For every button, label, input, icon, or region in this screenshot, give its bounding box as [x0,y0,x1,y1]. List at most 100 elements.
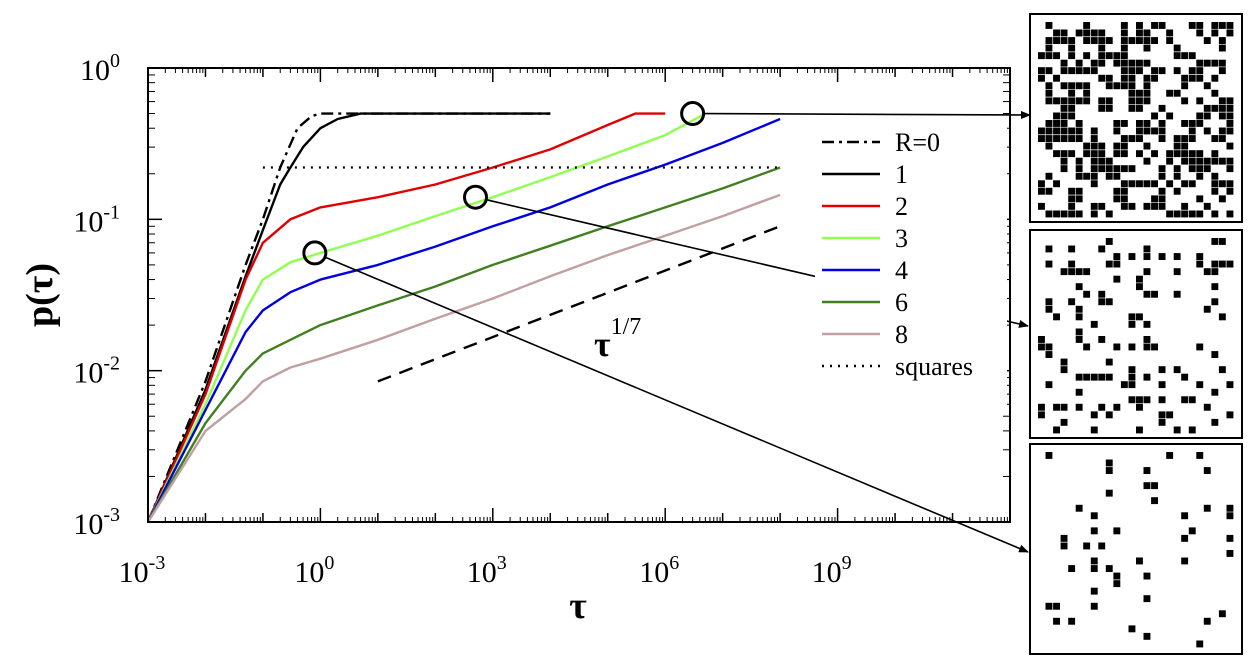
snapshot-cell [1226,127,1234,135]
snapshot-cell [1038,52,1045,60]
snapshot-cell [1120,52,1128,60]
snapshot-cell [1136,557,1143,565]
snapshot-cell [1090,587,1098,595]
snapshot-cell [1060,358,1068,366]
snapshot-cell [1068,202,1076,210]
snapshot-cell [1196,210,1204,218]
snapshot-cell [1060,97,1068,105]
snapshot-cell [1105,172,1113,180]
snapshot-cell [1143,89,1151,97]
plot-frame [147,67,1011,523]
snapshot-cell [1226,120,1234,127]
snapshot-cell [1211,351,1219,358]
snapshot-cell [1038,202,1045,210]
snapshot-cell [1203,617,1211,625]
snapshot-cell [1158,381,1166,389]
snapshot-cell [1075,403,1083,411]
snapshot-cell [1211,29,1219,37]
y-axis-title: p(τ) [19,263,61,327]
snapshot-cell [1075,313,1083,321]
snapshot-cell [1098,290,1106,298]
snapshot-cell [1098,202,1106,210]
snapshot-cell [1090,565,1098,572]
snapshot-cell [1105,104,1113,112]
snapshot-cell [1098,29,1106,37]
snapshot-cell [1158,202,1166,210]
guide-layer: τ1/7 [377,225,781,383]
snapshot-cell [1158,22,1166,29]
snapshot-cell [1173,135,1181,142]
snapshot-cell [1226,187,1234,195]
snapshot-cell [1173,52,1181,60]
snapshot-cell [1181,135,1189,142]
snapshot-cell [1045,142,1053,150]
snapshot-cell [1038,187,1045,195]
snapshot-cell [1143,373,1151,381]
snapshot-cell [1196,195,1204,203]
snapshot-cell [1211,388,1219,396]
snapshot-cell [1128,253,1136,260]
snapshot-cell [1083,172,1091,180]
snapshot-cell [1075,328,1083,336]
snapshot-cell [1151,482,1158,490]
snapshot-cell [1128,381,1136,389]
snapshot-cell [1151,22,1158,29]
snapshot-cell [1113,527,1121,535]
snapshot-cell [1053,127,1060,135]
snapshot-cell [1188,165,1196,173]
snapshot-cell [1196,381,1204,389]
snapshot-cell [1166,89,1174,97]
snapshot-cell [1218,238,1226,245]
snapshot-cell [1143,245,1151,253]
legend-label-squares: squares [895,352,973,381]
snapshot-cell [1075,157,1083,165]
snapshot-cell [1173,67,1181,75]
snapshot-cell [1211,418,1219,426]
snapshot-cell [1226,104,1234,112]
x-tick-label: 10-3 [119,552,166,589]
snapshot-cell [1166,452,1174,459]
snapshot-cell [1166,112,1174,120]
snapshot-cell [1196,74,1204,82]
snapshot-cell [1083,268,1091,276]
snapshot-cell [1218,313,1226,321]
series-line-6 [146,166,781,523]
snapshot-cell [1083,373,1091,381]
snapshot-cell [1113,260,1121,268]
y-tick-label: 10-2 [73,353,120,390]
snapshot-cell [1203,268,1211,276]
snapshot-cell [1226,112,1234,120]
snapshot-cell [1136,313,1143,321]
snapshot-cell [1203,165,1211,173]
snapshot-cell [1075,504,1083,512]
snapshot-cell [1053,602,1060,610]
snapshot-cell [1083,142,1091,150]
snapshot-cell [1151,290,1158,298]
snapshot-cell [1075,187,1083,195]
snapshot-cell [1068,150,1076,158]
snapshot-cell [1075,165,1083,173]
snapshot-cell [1060,120,1068,127]
snapshot-cell [1053,74,1060,82]
snapshot-cell [1203,59,1211,67]
snapshot-cell [1045,351,1053,358]
snapshot-cell [1143,180,1151,188]
series-line-3 [146,112,706,523]
snapshot-cell [1136,275,1143,283]
snapshot-cell [1226,142,1234,150]
snapshot-panel [1029,13,1243,223]
snapshot-cell [1090,150,1098,158]
snapshot-cell [1136,426,1143,434]
snapshot-cell [1083,82,1091,90]
snapshot-cell [1143,157,1151,165]
snapshot-cell [1143,632,1151,640]
snapshot-cell [1098,150,1106,158]
snapshot-cell [1120,67,1128,75]
snapshot-cell [1053,37,1060,44]
snapshot-cell [1045,260,1053,268]
snapshot-cell [1203,504,1211,512]
snapshot-cell [1083,542,1091,550]
snapshot-cell [1158,366,1166,374]
legend-label-8: 8 [895,320,908,349]
snapshot-cell [1083,343,1091,351]
